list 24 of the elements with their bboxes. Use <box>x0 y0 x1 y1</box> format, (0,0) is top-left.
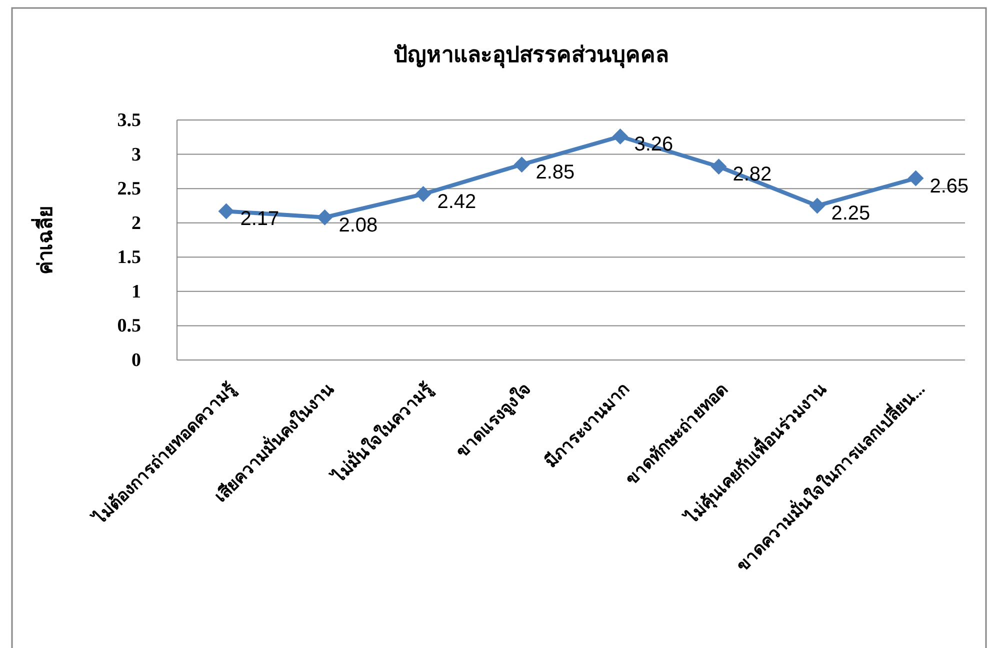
data-label: 2.25 <box>831 202 870 225</box>
point <box>415 186 432 202</box>
point <box>316 209 333 226</box>
data-label: 2.65 <box>930 175 969 198</box>
y-axis-title: ค่าเฉลี่ย <box>30 206 57 274</box>
data-label: 2.42 <box>437 191 476 214</box>
point <box>218 203 234 220</box>
y-tick-label: 3 <box>132 144 141 166</box>
y-tick-label: 1 <box>132 281 141 302</box>
point <box>612 128 628 144</box>
y-tick-label: 1.5 <box>117 247 141 268</box>
y-tick-label: 2.5 <box>117 178 141 200</box>
data-label: 2.17 <box>240 208 280 230</box>
point <box>908 170 924 186</box>
data-label: 2.08 <box>338 214 378 236</box>
data-label: 2.85 <box>536 162 575 184</box>
y-tick-label: 2 <box>132 212 141 234</box>
y-tick-label: 0 <box>132 350 141 371</box>
y-tick-label: 0.5 <box>117 316 141 337</box>
point <box>514 156 530 173</box>
y-tick-label: 3.5 <box>117 110 141 131</box>
point <box>809 198 826 214</box>
chart-title: ปัญหาและอุปสรรคส่วนบุคคล <box>394 42 668 69</box>
point <box>710 158 727 175</box>
